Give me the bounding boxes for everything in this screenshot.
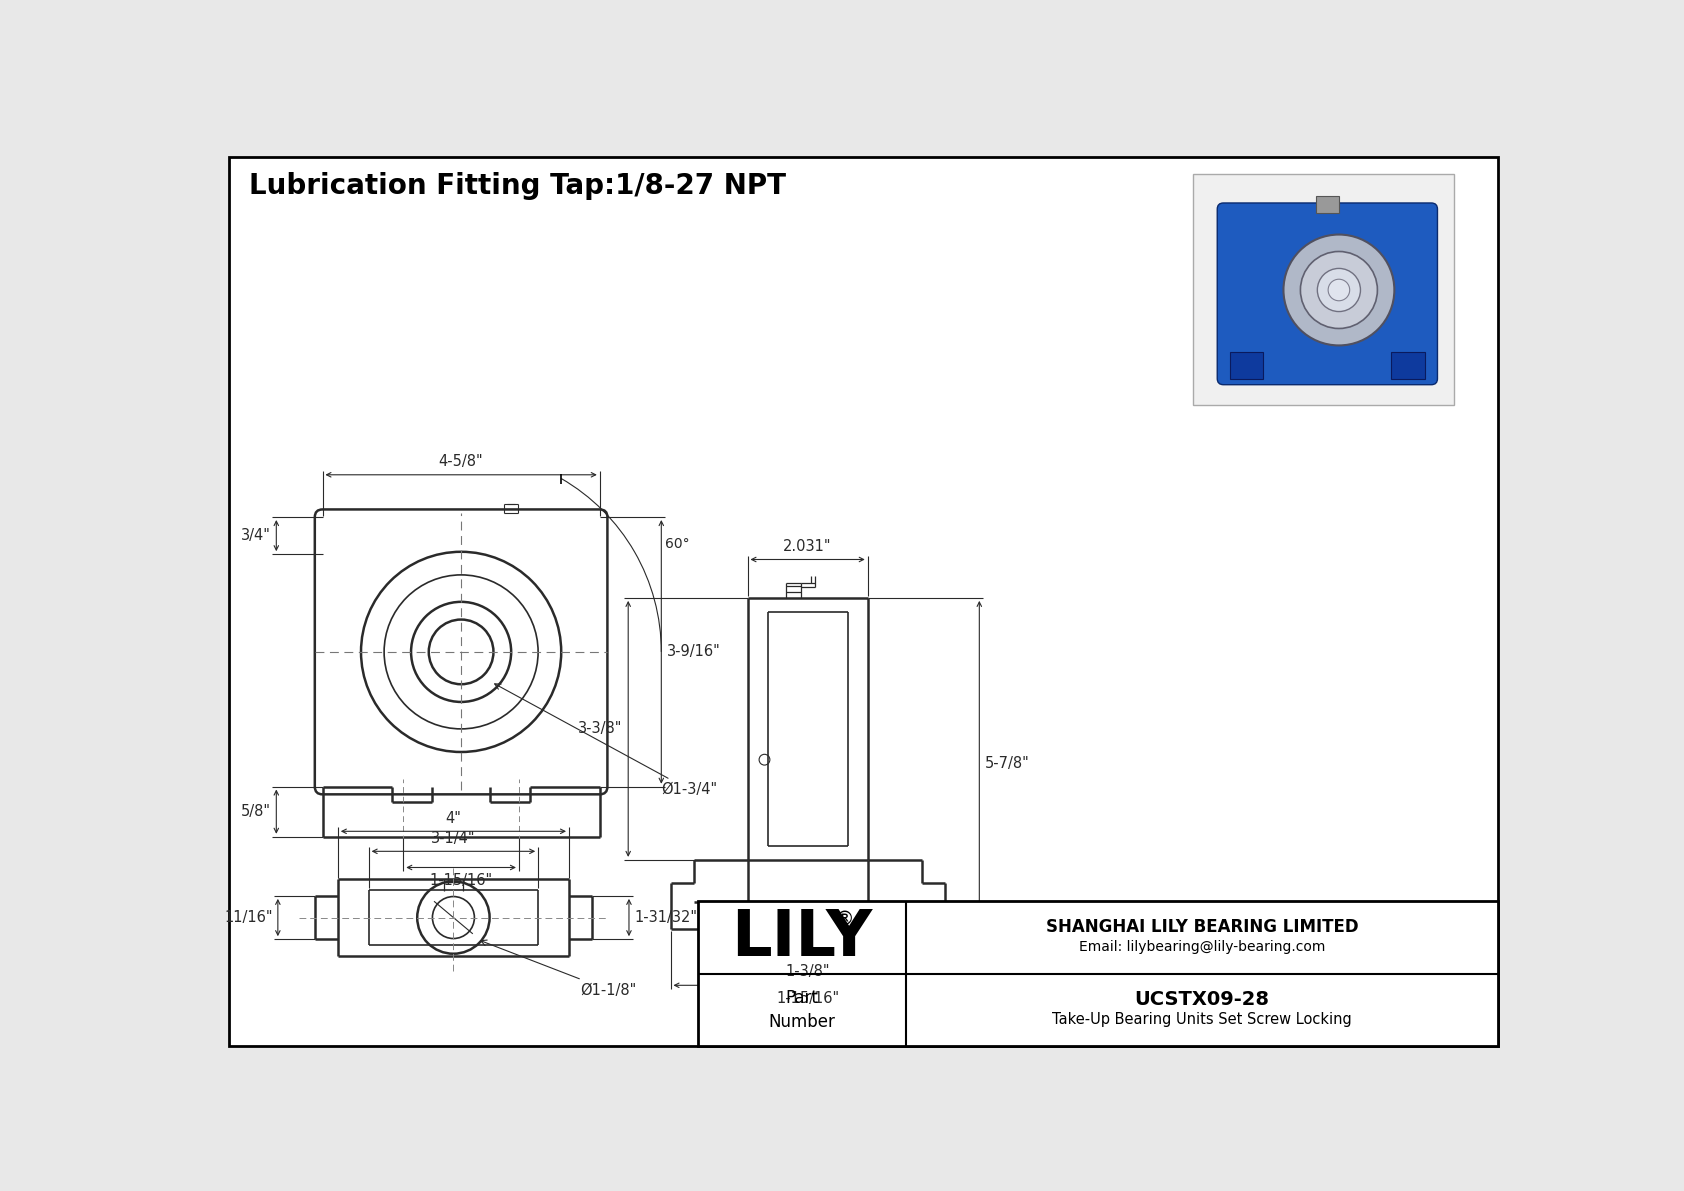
Text: LILY: LILY <box>731 906 872 968</box>
Circle shape <box>1329 279 1349 301</box>
Circle shape <box>1283 235 1394 345</box>
Text: 1-31/32": 1-31/32" <box>635 910 697 925</box>
Circle shape <box>1300 251 1378 329</box>
Text: Lubrication Fitting Tap:1/8-27 NPT: Lubrication Fitting Tap:1/8-27 NPT <box>249 173 786 200</box>
Text: 5/8": 5/8" <box>241 804 271 819</box>
Text: 1-3/8": 1-3/8" <box>785 964 830 979</box>
Text: 5-7/8": 5-7/8" <box>985 756 1029 771</box>
Text: Part
Number: Part Number <box>770 990 835 1030</box>
Text: 3-3/8": 3-3/8" <box>578 722 623 736</box>
Text: ®: ® <box>834 910 854 929</box>
Bar <box>699 902 1497 1046</box>
Bar <box>1315 197 1339 213</box>
Text: 2.031": 2.031" <box>783 540 832 554</box>
Bar <box>1391 351 1425 379</box>
Text: Ø1-1/8": Ø1-1/8" <box>480 940 637 998</box>
Text: 3-9/16": 3-9/16" <box>667 644 721 660</box>
Text: 4": 4" <box>446 811 461 825</box>
Text: 3/4": 3/4" <box>241 528 271 543</box>
Text: 60°: 60° <box>665 537 690 551</box>
Bar <box>1192 175 1455 405</box>
Text: Email: lilybearing@lily-bearing.com: Email: lilybearing@lily-bearing.com <box>1079 940 1325 954</box>
Text: UCSTX09-28: UCSTX09-28 <box>1135 990 1270 1009</box>
Text: Take-Up Bearing Units Set Screw Locking: Take-Up Bearing Units Set Screw Locking <box>1052 1012 1352 1028</box>
FancyBboxPatch shape <box>315 510 608 794</box>
Text: 1-15/16": 1-15/16" <box>776 991 839 1005</box>
Text: 4-5/8": 4-5/8" <box>440 455 483 469</box>
Text: 11/16": 11/16" <box>224 910 273 925</box>
Text: 1-15/16": 1-15/16" <box>429 873 493 887</box>
Bar <box>1229 351 1263 379</box>
FancyBboxPatch shape <box>1218 202 1438 385</box>
Circle shape <box>1317 268 1361 312</box>
Text: Ø1-3/4": Ø1-3/4" <box>495 684 717 797</box>
Text: 3-1/4": 3-1/4" <box>431 831 475 846</box>
Text: SHANGHAI LILY BEARING LIMITED: SHANGHAI LILY BEARING LIMITED <box>1046 918 1359 936</box>
